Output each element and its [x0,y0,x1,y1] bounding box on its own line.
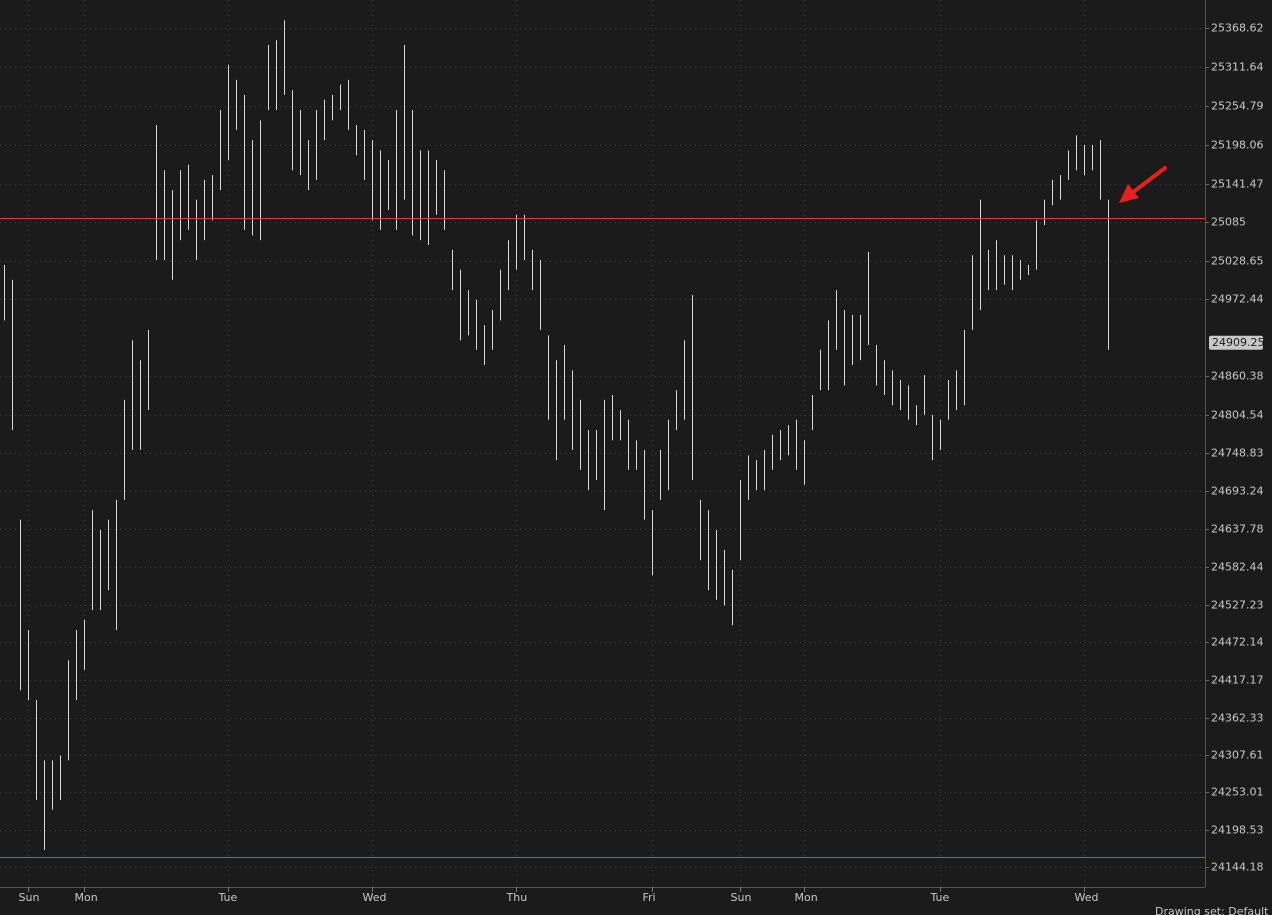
y-tick-label: 25368.62 [1211,22,1264,35]
y-tick-label: 24693.24 [1211,485,1264,498]
y-tick-label: 24307.61 [1211,749,1264,762]
x-tick-label: Thu [506,891,528,904]
last-price-box [1209,335,1263,350]
annotation-arrow [1119,166,1167,203]
y-tick-label: 24972.44 [1211,293,1264,306]
y-tick-label: 24637.78 [1211,523,1264,536]
y-tick-label: 24582.44 [1211,561,1264,574]
y-tick-label: 25141.47 [1211,178,1264,191]
arrow-head [1119,184,1139,203]
bars [4,20,1109,850]
y-tick-label: 25198.06 [1211,139,1264,152]
y-tick-label: 24144.18 [1211,861,1264,874]
y-tick-label: 24804.54 [1211,409,1264,422]
y-tick-label: 24417.17 [1211,674,1264,687]
y-tick-label: 24253.01 [1211,786,1264,799]
x-tick-label: Sun [731,891,752,904]
overlay: 24909.25 [0,218,1265,858]
y-tick-label: 24362.33 [1211,712,1264,725]
y-tick-label: 24860.38 [1211,370,1264,383]
y-tick-label: 25254.79 [1211,100,1264,113]
last-price-label: 24909.25 [1212,336,1265,349]
y-tick-label: 24198.53 [1211,824,1264,837]
y-tick-label: 25085 [1211,216,1246,229]
x-tick-label: Wed [1075,891,1099,904]
x-tick-label: Tue [218,891,238,904]
y-tick-label: 24527.23 [1211,599,1264,612]
x-tick-label: Mon [795,891,818,904]
x-tick-label: Sun [19,891,40,904]
y-tick-label: 24748.83 [1211,447,1264,460]
y-tick-label: 24472.14 [1211,636,1264,649]
y-tick-label: 25311.64 [1211,61,1264,74]
y-tick-label: 25028.65 [1211,255,1264,268]
x-tick-label: Wed [363,891,387,904]
x-tick-label: Tue [930,891,950,904]
arrow-shaft [1130,166,1167,195]
x-tick-label: Mon [75,891,98,904]
status-text: Drawing set: Default [1155,905,1269,915]
x-tick-label: Fri [643,891,656,904]
